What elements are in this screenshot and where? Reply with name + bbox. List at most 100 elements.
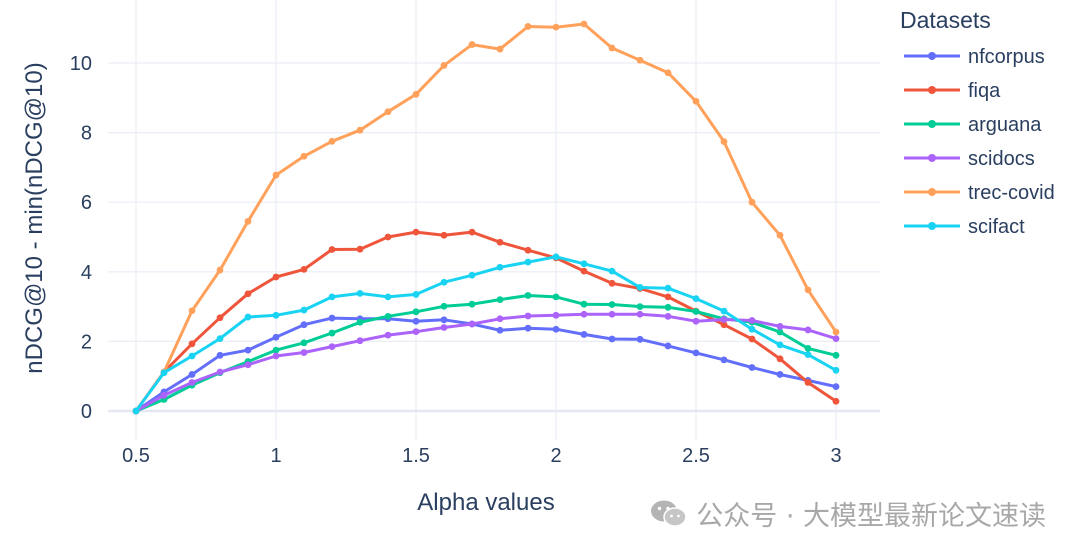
data-point xyxy=(244,290,252,298)
legend-item-scidocs[interactable]: scidocs xyxy=(904,148,1035,170)
data-point xyxy=(748,317,756,324)
series-scifact xyxy=(132,253,840,415)
data-point xyxy=(160,369,168,377)
grid-lines xyxy=(108,0,880,440)
x-tick-label: 0.5 xyxy=(122,445,150,467)
data-point xyxy=(804,286,812,294)
data-point xyxy=(384,233,392,241)
data-point xyxy=(776,323,784,330)
y-tick-label: 4 xyxy=(81,262,92,284)
legend-label: arguana xyxy=(968,114,1042,136)
data-point xyxy=(832,366,840,374)
data-point xyxy=(356,289,364,297)
data-point xyxy=(664,303,672,311)
data-point xyxy=(468,41,476,48)
legend-swatch-marker xyxy=(928,154,936,162)
data-point xyxy=(440,62,448,69)
data-point xyxy=(496,326,504,334)
legend-item-arguana[interactable]: arguana xyxy=(904,114,1042,136)
data-point xyxy=(188,379,196,386)
legend-swatch-marker xyxy=(928,120,936,128)
data-point xyxy=(692,317,700,325)
data-point xyxy=(552,253,560,261)
series-line xyxy=(134,294,838,413)
series-lines xyxy=(132,20,840,415)
legend-item-fiqa[interactable]: fiqa xyxy=(904,80,1001,102)
data-point xyxy=(524,258,532,266)
data-point xyxy=(328,137,336,145)
x-tick-label: 1.5 xyxy=(402,445,430,467)
data-point xyxy=(300,306,308,314)
data-point xyxy=(440,278,448,286)
data-point xyxy=(188,371,196,378)
legend-swatch-marker xyxy=(928,222,936,230)
data-point xyxy=(440,316,448,324)
data-point xyxy=(832,335,840,343)
series-line xyxy=(134,22,838,413)
y-tick-label: 0 xyxy=(81,401,92,423)
y-tick-label: 6 xyxy=(81,192,92,214)
legend-label: trec-covid xyxy=(968,182,1055,204)
data-point xyxy=(664,69,672,77)
data-point xyxy=(636,310,644,318)
data-point xyxy=(384,312,392,320)
data-point xyxy=(776,328,784,336)
data-point xyxy=(440,302,448,310)
data-point xyxy=(412,291,420,298)
y-tick-label: 10 xyxy=(70,53,92,75)
y-axis-title: nDCG@10 - min(nDCG@10) xyxy=(21,62,48,373)
data-point xyxy=(468,300,476,308)
series-line xyxy=(134,316,838,413)
data-point xyxy=(300,339,308,347)
data-point xyxy=(636,56,644,64)
legend-item-nfcorpus[interactable]: nfcorpus xyxy=(904,46,1045,68)
legend-item-scifact[interactable]: scifact xyxy=(904,216,1025,238)
data-point xyxy=(804,344,812,352)
data-point xyxy=(776,371,784,378)
data-point xyxy=(216,351,224,359)
wechat-icon xyxy=(651,500,687,527)
data-point xyxy=(356,245,364,253)
legend-swatch-marker xyxy=(928,86,936,94)
data-point xyxy=(552,311,560,319)
data-point xyxy=(468,320,476,328)
legend: Datasets nfcorpus fiqa arguana scidocs trec-… xyxy=(900,7,1055,238)
data-point xyxy=(328,343,336,351)
data-point xyxy=(496,263,504,271)
y-tick-label: 8 xyxy=(81,123,92,145)
data-point xyxy=(468,271,476,279)
data-point xyxy=(608,301,616,308)
data-point xyxy=(188,340,196,348)
data-point xyxy=(524,324,532,332)
data-point xyxy=(300,265,308,273)
data-point xyxy=(272,333,280,341)
data-point xyxy=(804,326,812,334)
data-point xyxy=(328,246,336,253)
data-point xyxy=(832,397,840,405)
data-point xyxy=(524,23,532,30)
data-point xyxy=(244,346,252,354)
x-axis-title: Alpha values xyxy=(417,489,554,516)
legend-title: Datasets xyxy=(900,7,991,33)
legend-item-trec-covid[interactable]: trec-covid xyxy=(904,182,1055,204)
data-point xyxy=(580,331,588,338)
data-point xyxy=(496,315,504,323)
data-point xyxy=(300,321,308,329)
data-point xyxy=(244,313,252,321)
data-point xyxy=(692,308,700,315)
data-point xyxy=(468,228,476,236)
data-point xyxy=(664,284,672,292)
data-point xyxy=(244,217,252,225)
data-point xyxy=(580,310,588,318)
data-point xyxy=(384,108,392,116)
data-point xyxy=(832,328,840,336)
data-point xyxy=(804,351,812,359)
data-point xyxy=(720,321,728,329)
data-point xyxy=(720,138,728,146)
y-tick-label: 2 xyxy=(81,331,92,353)
data-point xyxy=(216,266,224,274)
data-point xyxy=(412,317,420,325)
data-point xyxy=(496,45,504,53)
data-point xyxy=(412,228,420,236)
